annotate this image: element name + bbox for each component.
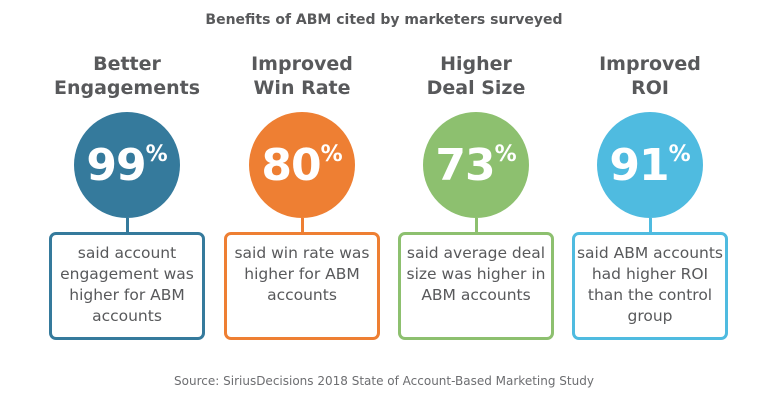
- stat-value: 80: [261, 139, 321, 191]
- stat-card-engagement: Better Engagements 99% said account enga…: [42, 52, 212, 340]
- stat-unit: %: [145, 142, 168, 167]
- stat-description: said ABM accounts had higher ROI than th…: [572, 232, 728, 340]
- connector: [474, 218, 478, 232]
- stat-unit: %: [494, 142, 517, 167]
- connector: [648, 218, 652, 232]
- source-note: Source: SiriusDecisions 2018 State of Ac…: [174, 374, 594, 388]
- stat-heading: Higher Deal Size: [426, 53, 526, 99]
- stat-heading: Improved ROI: [599, 53, 701, 99]
- stat-circle: 99%: [74, 112, 180, 218]
- stat-description: said win rate was higher for ABM account…: [224, 232, 380, 340]
- stat-circle: 73%: [423, 112, 529, 218]
- stat-value: 73: [435, 139, 495, 191]
- stat-heading: Improved Win Rate: [251, 53, 353, 99]
- stat-unit: %: [320, 142, 343, 167]
- connector: [125, 218, 129, 232]
- stat-card-deal-size: Higher Deal Size 73% said average deal s…: [391, 52, 561, 340]
- stat-circle: 91%: [597, 112, 703, 218]
- stat-value: 91: [609, 139, 669, 191]
- stat-description: said average deal size was higher in ABM…: [398, 232, 554, 340]
- stat-heading: Better Engagements: [53, 53, 201, 99]
- stat-circle: 80%: [249, 112, 355, 218]
- stat-value: 99: [86, 139, 146, 191]
- connector: [300, 218, 304, 232]
- chart-title: Benefits of ABM cited by marketers surve…: [205, 12, 563, 28]
- stat-card-win-rate: Improved Win Rate 80% said win rate was …: [217, 52, 387, 340]
- stat-card-roi: Improved ROI 91% said ABM accounts had h…: [565, 52, 735, 340]
- stat-unit: %: [668, 142, 691, 167]
- stat-description: said account engagement was higher for A…: [49, 232, 205, 340]
